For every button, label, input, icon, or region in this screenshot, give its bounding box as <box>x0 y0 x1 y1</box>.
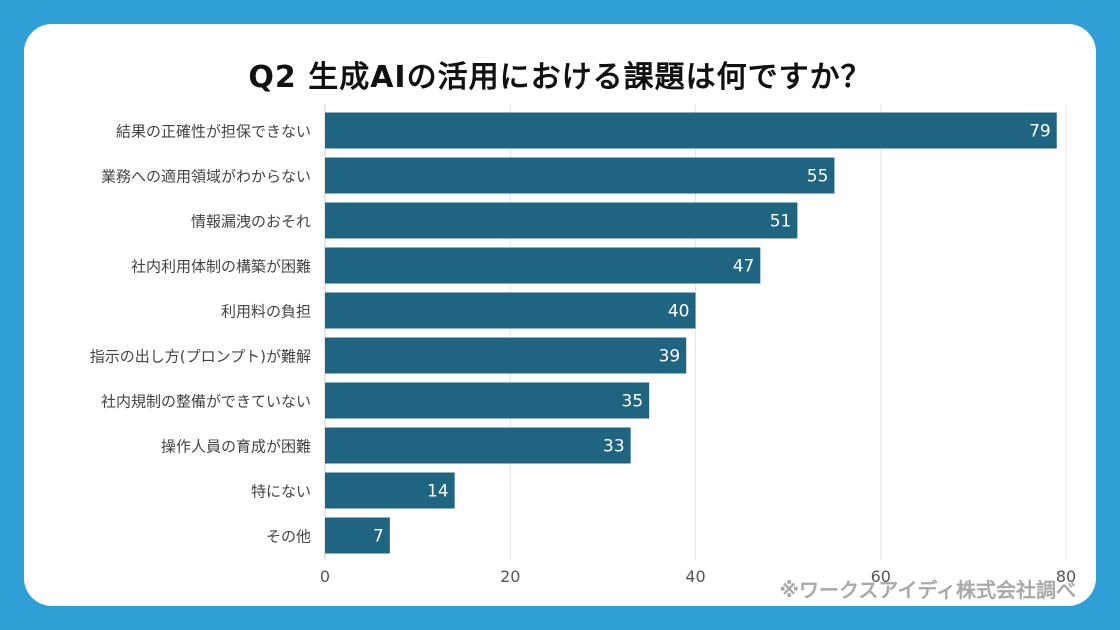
bar-value-label: 51 <box>770 212 792 232</box>
bar <box>325 427 631 464</box>
x-tick-label: 60 <box>871 567 891 586</box>
bar-value-label: 39 <box>659 347 681 367</box>
category-label: 業務への適用領域がわからない <box>101 168 311 186</box>
bar-value-label: 55 <box>807 167 829 187</box>
bar-value-label: 47 <box>733 257 755 277</box>
bar <box>325 202 798 239</box>
category-label: 情報漏洩のおそれ <box>191 213 311 231</box>
x-tick-label: 80 <box>1056 567 1076 586</box>
source-note: ※ワークスアイディ株式会社調べ <box>779 578 1076 602</box>
x-tick-label: 0 <box>320 567 330 586</box>
bar <box>325 472 455 509</box>
chart-title: Q2 生成AIの活用における課題は何ですか？ <box>248 60 872 95</box>
category-label: その他 <box>266 528 311 546</box>
bar-value-label: 33 <box>603 437 625 457</box>
bar <box>325 112 1057 149</box>
bar-value-label: 79 <box>1029 122 1051 142</box>
bar-value-label: 35 <box>622 392 644 412</box>
bar <box>325 382 650 419</box>
bar <box>325 517 390 554</box>
bar-value-label: 40 <box>668 302 690 322</box>
bar <box>325 157 835 194</box>
bar <box>325 337 687 374</box>
x-axis-ticks: 0 20 40 60 80 <box>320 567 1076 586</box>
x-tick-label: 40 <box>685 567 705 586</box>
category-label: 利用料の負担 <box>221 303 311 321</box>
category-labels: 結果の正確性が担保できない業務への適用領域がわからない情報漏洩のおそれ社内利用体… <box>90 123 311 546</box>
bar <box>325 247 761 284</box>
category-label: 社内利用体制の構築が困難 <box>131 258 311 276</box>
x-tick-label: 20 <box>500 567 520 586</box>
bar-value-label: 7 <box>373 527 384 547</box>
category-label: 結果の正確性が担保できない <box>116 123 311 141</box>
category-label: 特にない <box>251 483 311 501</box>
category-label: 指示の出し方(プロンプト)が難解 <box>90 348 311 366</box>
category-label: 操作人員の育成が困難 <box>161 438 311 456</box>
category-label: 社内規制の整備ができていない <box>101 393 311 411</box>
bar <box>325 292 696 329</box>
bar-value-label: 14 <box>427 482 449 502</box>
bars: 79 55 51 47 40 39 35 33 14 7 <box>325 112 1057 554</box>
